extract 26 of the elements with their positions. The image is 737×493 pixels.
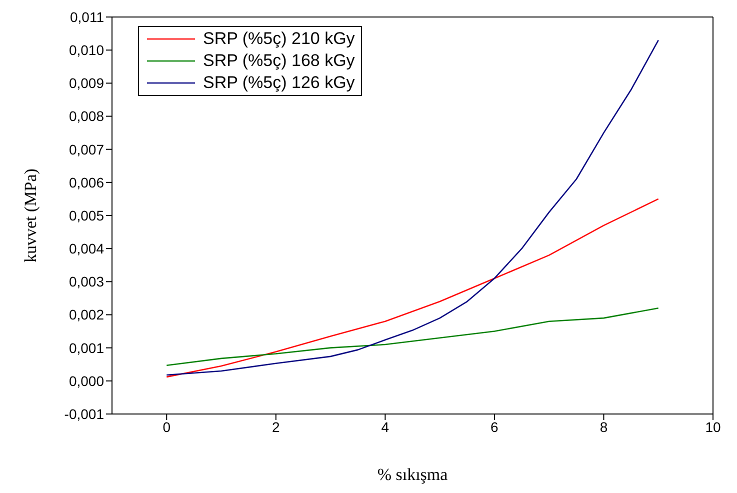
x-tick-label: 10 bbox=[705, 418, 721, 435]
line-series bbox=[166, 307, 660, 366]
x-tick-label: 0 bbox=[162, 418, 171, 435]
legend-label: SRP (%5ç) 168 kGy bbox=[203, 50, 355, 72]
y-tick-label: 0,002 bbox=[68, 306, 104, 323]
y-tick-label: 0,006 bbox=[68, 174, 104, 190]
y-tick-label: -0,001 bbox=[64, 406, 104, 422]
y-axis-title: kuvvet (MPa) bbox=[21, 168, 40, 262]
x-tick-label: 2 bbox=[272, 418, 280, 435]
y-tick-label: 0,000 bbox=[68, 372, 104, 389]
x-tick-label: 4 bbox=[381, 418, 390, 435]
y-tick-label: 0,010 bbox=[68, 42, 104, 58]
y-tick-label: 0,003 bbox=[68, 274, 104, 290]
x-axis-title: % sıkışma bbox=[377, 465, 448, 484]
y-tick-label: 0,005 bbox=[68, 207, 104, 224]
y-tick-label: 0,001 bbox=[68, 340, 104, 356]
x-tick-label: 6 bbox=[490, 418, 499, 435]
legend-label: SRP (%5ç) 126 kGy bbox=[203, 72, 355, 94]
line-series bbox=[166, 198, 660, 378]
y-tick-label: 0,007 bbox=[68, 141, 104, 158]
x-tick-label: 8 bbox=[600, 418, 608, 435]
y-tick-label: 0,011 bbox=[70, 8, 104, 25]
y-tick-label: 0,004 bbox=[68, 240, 104, 257]
legend-label: SRP (%5ç) 210 kGy bbox=[203, 28, 355, 50]
y-tick-label: 0,009 bbox=[68, 75, 104, 92]
y-tick-label: 0,008 bbox=[68, 108, 104, 124]
